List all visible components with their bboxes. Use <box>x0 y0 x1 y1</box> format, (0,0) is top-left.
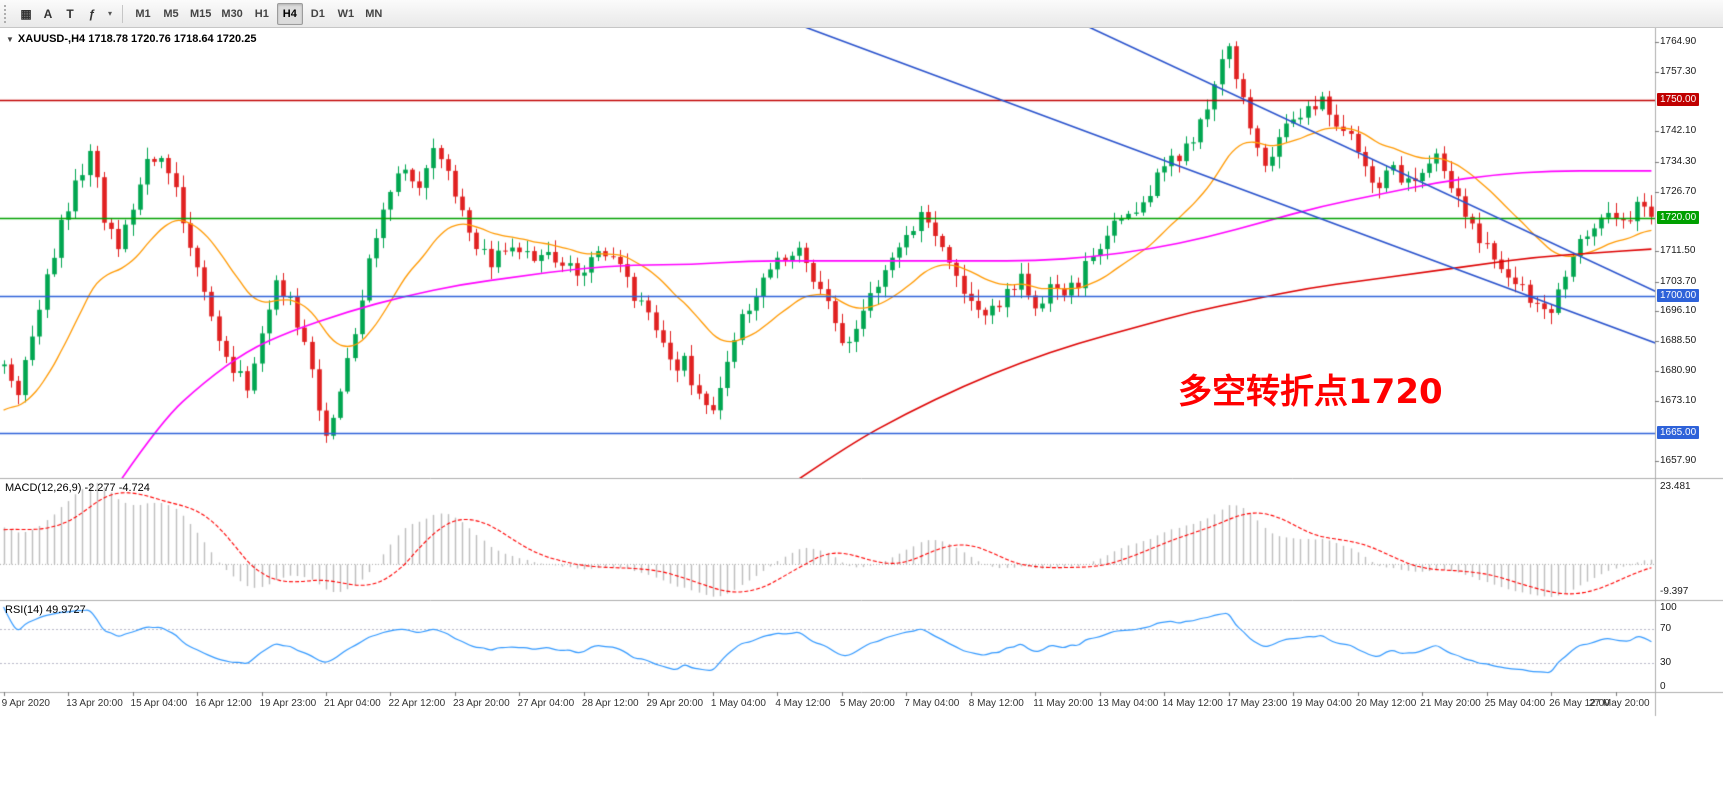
timeframe-mn-button[interactable]: MN <box>361 3 387 25</box>
timeframe-d1-button[interactable]: D1 <box>305 3 331 25</box>
macd-label: MACD(12,26,9) -2.277 -4.724 <box>5 482 150 494</box>
price-chart-canvas[interactable] <box>0 28 1723 786</box>
chart-area: ▼ XAUUSD-,H4 1718.78 1720.76 1718.64 1720… <box>0 28 1723 786</box>
timeframe-m15-button[interactable]: M15 <box>186 3 215 25</box>
symbol-title: XAUUSD-,H4 <box>17 33 86 45</box>
symbol-ohlc-header: ▼ XAUUSD-,H4 1718.78 1720.76 1718.64 1720… <box>6 33 256 45</box>
indicators-icon[interactable]: ƒ <box>81 3 103 25</box>
cursor-tool-icon[interactable]: A <box>37 3 59 25</box>
timeframe-w1-button[interactable]: W1 <box>333 3 359 25</box>
ohlc-values: 1718.78 1720.76 1718.64 1720.25 <box>88 33 257 45</box>
toolbar-grip[interactable] <box>4 4 10 23</box>
toolbar-separator <box>122 4 123 23</box>
timeframe-m30-button[interactable]: M30 <box>217 3 246 25</box>
timeframe-h1-button[interactable]: H1 <box>249 3 275 25</box>
new-chart-icon[interactable]: ▦ <box>15 3 37 25</box>
timeframe-group: M1 M5 M15 M30 H1 H4 D1 W1 MN <box>130 2 387 25</box>
rsi-label: RSI(14) 49.9727 <box>5 604 86 616</box>
text-tool-icon[interactable]: T <box>59 3 81 25</box>
timeframe-m5-button[interactable]: M5 <box>158 3 184 25</box>
collapse-caret-icon[interactable]: ▼ <box>6 35 14 44</box>
timeframe-h4-button[interactable]: H4 <box>276 2 303 25</box>
timeframe-m1-button[interactable]: M1 <box>130 3 156 25</box>
chart-annotation: 多空转折点1720 <box>1178 372 1443 412</box>
indicators-caret-icon[interactable]: ▾ <box>105 9 115 18</box>
